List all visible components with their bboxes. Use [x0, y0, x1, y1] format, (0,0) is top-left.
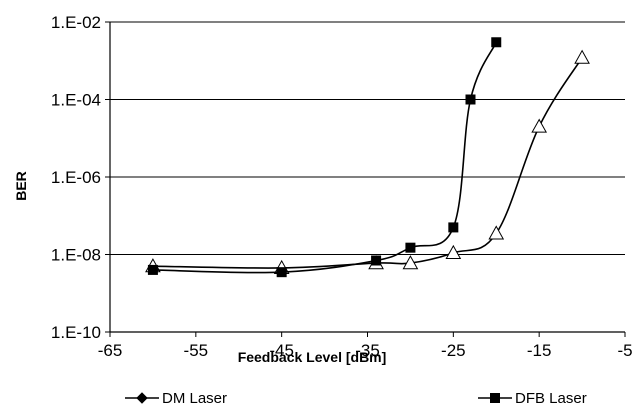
data-point-dm-laser [574, 49, 590, 64]
y-tick-label: 1.E-06 [51, 168, 101, 187]
legend-item-dfb-laser: DFB Laser [478, 390, 587, 407]
legend: DM Laser DFB Laser [125, 390, 587, 407]
series-dfb-laser [147, 37, 502, 278]
x-tick-label: -25 [441, 341, 466, 360]
x-tick-label: -35 [355, 341, 380, 360]
data-point-dm-laser [445, 244, 462, 259]
y-tick-label: 1.E-02 [51, 13, 101, 32]
gridlines [110, 21, 625, 255]
y-tick-label: 1.E-04 [51, 91, 101, 110]
data-point-dfb-laser [491, 37, 502, 48]
series-line-dm-laser [152, 57, 583, 269]
x-tick-label: -45 [269, 341, 294, 360]
data-point-dm-laser [402, 255, 419, 270]
data-point-dfb-laser [465, 94, 476, 105]
data-point-dm-laser [531, 118, 548, 133]
data-point-dfb-laser [405, 242, 416, 253]
legend-label-dm-laser: DM Laser [162, 390, 227, 407]
series-group [145, 37, 590, 278]
data-point-dm-laser [488, 225, 505, 240]
legend-item-dm-laser: DM Laser [125, 390, 227, 407]
legend-marker-dm-laser [136, 392, 148, 404]
data-point-dfb-laser [276, 267, 287, 278]
y-axis-title: BER [13, 171, 29, 201]
legend-label-dfb-laser: DFB Laser [515, 390, 587, 407]
data-point-dfb-laser [147, 264, 158, 275]
x-tick-labels: -65 -55 -45 -35 -25 -15 -5 [98, 341, 633, 360]
legend-marker-dfb-laser [490, 393, 500, 403]
y-tick-label: 1.E-10 [51, 323, 101, 342]
y-tick-labels: 1.E-10 1.E-08 1.E-06 1.E-04 1.E-02 [51, 13, 101, 342]
x-tick-label: -5 [617, 341, 632, 360]
data-point-dfb-laser [448, 222, 459, 233]
y-tick-label: 1.E-08 [51, 246, 101, 265]
axes [105, 21, 626, 337]
series-line-dfb-laser [152, 41, 497, 274]
x-tick-label: -15 [527, 341, 552, 360]
series-dm-laser [145, 49, 590, 275]
x-tick-label: -65 [98, 341, 123, 360]
x-axis-title: Feedback Level [dBm] [238, 349, 387, 365]
x-tick-label: -55 [184, 341, 209, 360]
data-point-dfb-laser [371, 255, 382, 266]
